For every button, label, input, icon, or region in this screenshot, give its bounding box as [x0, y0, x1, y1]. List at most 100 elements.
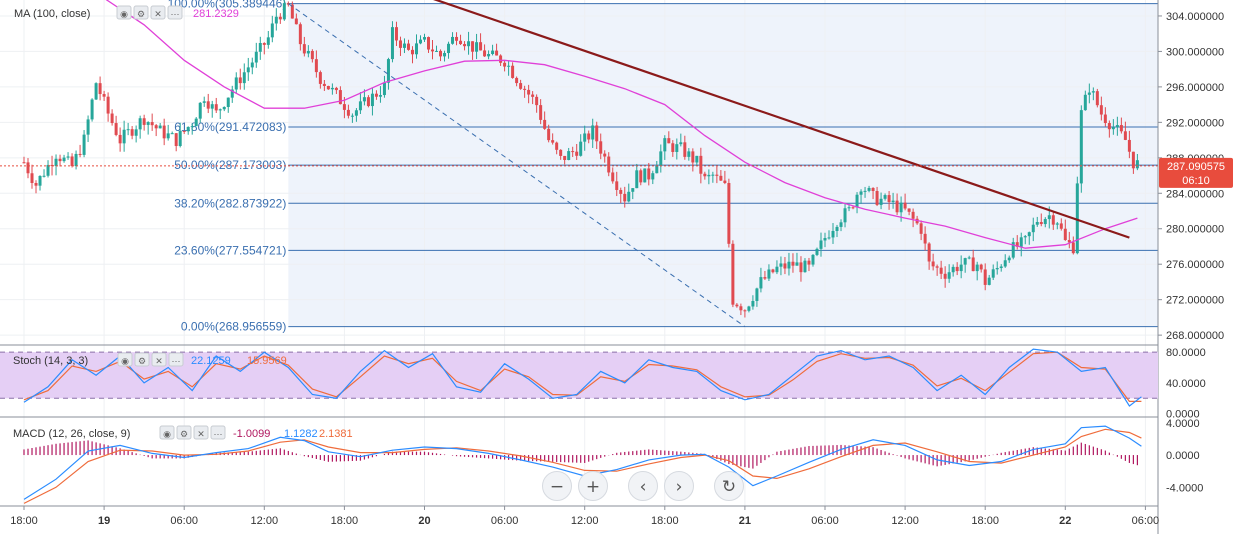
candle-body — [302, 44, 306, 54]
zoom-out-button[interactable]: − — [542, 471, 572, 501]
candle-body — [671, 143, 675, 152]
scroll-right-button[interactable]: › — [664, 471, 694, 501]
stoch-legend-title: Stoch (14, 3, 3) — [13, 355, 88, 367]
ma-control-2 — [150, 5, 166, 20]
macd-legend-title: MACD (12, 26, close, 9) — [13, 428, 130, 440]
candle-body — [218, 109, 222, 111]
fibonacci-anchor-line[interactable] — [288, 3, 746, 328]
scroll-left-button[interactable]: ‹ — [628, 471, 658, 501]
candle-body — [987, 277, 991, 285]
candle-body — [467, 41, 471, 47]
price-tick-label: 284.000000 — [1166, 188, 1224, 200]
stoch-levels — [0, 351, 1158, 399]
stoch-d-line — [23, 351, 1142, 402]
macd-legend[interactable]: MACD (12, 26, close, 9) ◉ ⚙ ✕ ⋯ -1.0099 1.1… — [13, 425, 353, 440]
candle-body — [362, 97, 366, 102]
candle-body — [719, 175, 723, 181]
candle-body — [1011, 242, 1015, 258]
candle-body — [867, 187, 871, 191]
candle-body — [527, 89, 531, 95]
ma-legend-controls[interactable]: ◉ ⚙ ✕ ⋯ — [116, 5, 183, 20]
candle-body — [767, 269, 771, 279]
time-tick-label: 06:00 — [170, 515, 198, 527]
candle-body — [394, 27, 398, 41]
candle-body — [643, 168, 647, 183]
candle-body — [366, 97, 370, 107]
candle-body — [414, 43, 418, 55]
candle-body — [62, 157, 66, 162]
candle-body — [1007, 257, 1011, 261]
candle-body — [971, 257, 975, 272]
candle-body — [1063, 228, 1067, 241]
stoch-control-glyph: ⋯ — [172, 356, 181, 366]
candle-body — [74, 153, 78, 167]
countdown-label: 06:10 — [1182, 175, 1210, 187]
candle-body — [687, 151, 691, 157]
time-tick-label: 12:00 — [571, 515, 599, 527]
fibonacci-level-label: 0.00%(268.956559) — [181, 320, 286, 334]
candle-body — [691, 151, 695, 163]
candle-body — [226, 97, 230, 107]
candle-body — [747, 306, 751, 311]
candle-body — [274, 16, 278, 24]
ma-legend[interactable]: MA (100, close) ◉ ⚙ ✕ ⋯ 281.2329 — [14, 5, 239, 20]
candle-body — [615, 181, 619, 190]
candle-body — [194, 118, 198, 127]
candle-body — [903, 202, 907, 209]
candle-body — [330, 87, 334, 90]
candle-body — [1023, 236, 1027, 238]
candle-body — [979, 264, 983, 270]
candle-body — [743, 310, 747, 312]
candle-body — [955, 266, 959, 272]
fibonacci-level-label: 61.80%(291.472083) — [174, 120, 286, 134]
candle-body — [326, 85, 330, 90]
stoch-control-glyph: ⚙ — [138, 356, 146, 366]
candle-body — [659, 151, 663, 166]
fibonacci-level-label: 23.60%(277.554721) — [174, 243, 286, 257]
candle-body — [771, 269, 775, 273]
time-axis[interactable]: 18:00 19 06:00 12:00 18:00 20 06:00 12:00 18:00 2… — [10, 506, 1159, 527]
candle-body — [779, 263, 783, 267]
macd-legend-controls[interactable]: ◉ ⚙ ✕ ⋯ — [159, 425, 226, 440]
candle-body — [567, 151, 571, 160]
macd-line — [23, 425, 1142, 500]
candle-body — [234, 77, 238, 90]
candle-body — [174, 133, 178, 147]
candle-body — [711, 174, 715, 176]
candle-body — [146, 122, 150, 125]
stoch-legend[interactable]: Stoch (14, 3, 3) ◉ ⚙ ✕ ⋯ 22.1259 15.9569 — [13, 352, 287, 367]
zoom-in-button[interactable]: + — [578, 471, 608, 501]
trendline[interactable] — [392, 0, 1130, 239]
stoch-d-value: 15.9569 — [247, 355, 287, 367]
candle-body — [150, 122, 154, 126]
candle-body — [439, 50, 443, 57]
stoch-legend-controls[interactable]: ◉ ⚙ ✕ ⋯ — [117, 352, 184, 367]
reset-chart-button[interactable]: ↻ — [714, 471, 744, 501]
candle-body — [663, 138, 667, 152]
candle-body — [463, 44, 467, 47]
macd-tick-label: 4.0000 — [1166, 418, 1200, 430]
candle-body — [38, 175, 42, 186]
candle-body — [655, 165, 659, 174]
candle-body — [543, 119, 547, 129]
price-axis[interactable]: 304.000000 300.000000 296.000000 292.000000… — [1158, 11, 1224, 342]
candle-body — [479, 42, 483, 51]
candle-body — [58, 158, 62, 162]
candle-body — [1107, 123, 1111, 130]
candle-body — [579, 141, 583, 156]
macd-control-2 — [193, 425, 209, 440]
stoch-tick-label: 40.0000 — [1166, 378, 1206, 390]
candle-body — [162, 125, 166, 139]
candle-body — [575, 151, 579, 156]
candle-body — [318, 72, 322, 84]
candle-body — [831, 230, 835, 238]
candle-body — [819, 240, 823, 249]
candle-body — [1031, 224, 1035, 233]
candle-body — [1003, 260, 1007, 267]
candle-body — [182, 130, 186, 132]
candle-body — [667, 138, 671, 144]
candle-body — [382, 82, 386, 96]
candle-body — [398, 40, 402, 48]
time-tick-label: 18:00 — [331, 515, 359, 527]
